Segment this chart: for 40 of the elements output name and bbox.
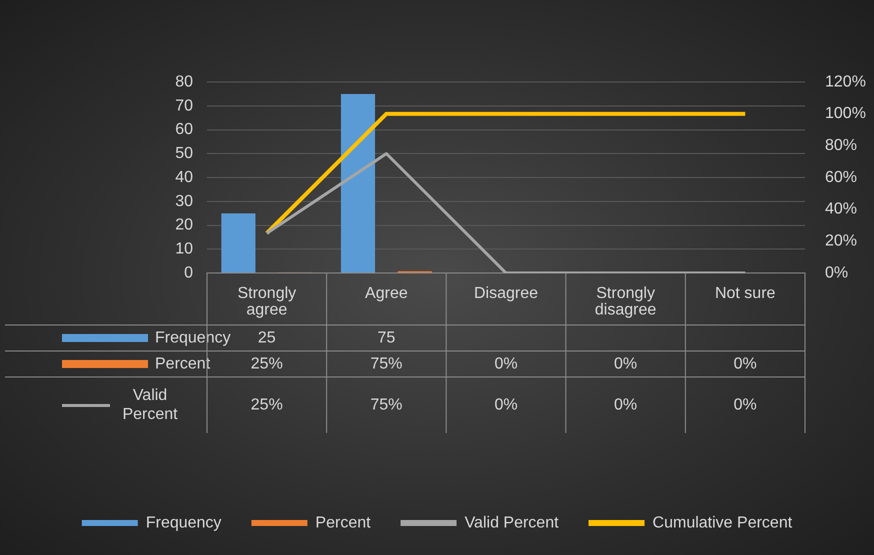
- y-tick-label: 10: [175, 240, 194, 258]
- y-tick-label: 70: [175, 97, 194, 114]
- data-label: 75%: [370, 355, 402, 372]
- data-label: 0%: [614, 355, 638, 372]
- data-label: 0%: [614, 396, 638, 414]
- y2-tick-label: 100%: [825, 105, 866, 122]
- data-label: 25: [258, 329, 276, 346]
- x-tick-label: Not sure: [714, 284, 776, 302]
- y-tick-label: 0: [184, 264, 194, 282]
- x-tick-label: Strongly disagree: [594, 284, 656, 319]
- y-tick-label: 40: [175, 168, 194, 186]
- legend-label: Frequency: [146, 514, 222, 532]
- y-tick-label: 60: [175, 121, 194, 138]
- y-tick-label: 20: [175, 216, 194, 234]
- y2-tick-label: 20%: [825, 232, 858, 250]
- data-label: 0%: [734, 396, 757, 414]
- y-tick-label: 80: [175, 73, 194, 90]
- data-label: 75: [378, 329, 396, 346]
- y2-tick-label: 60%: [825, 168, 858, 186]
- data-label: 0%: [494, 355, 518, 372]
- legend-label: Cumulative Percent: [652, 514, 793, 532]
- y-tick-label: 50: [175, 145, 194, 162]
- text: Frequency: [155, 329, 231, 346]
- text: Percent: [155, 355, 210, 372]
- y-tick-label: 30: [175, 192, 194, 210]
- data-label: 25%: [250, 396, 283, 414]
- data-label: 0%: [734, 355, 757, 372]
- data-label: 75%: [370, 396, 402, 414]
- text: Valid Percent: [464, 514, 559, 532]
- data-label: 25%: [250, 355, 283, 372]
- x-tick-label: Disagree: [474, 284, 538, 302]
- data-label: 0%: [494, 396, 518, 414]
- x-tick-label: Strongly agree: [237, 284, 296, 319]
- x-tick-label: Agree: [365, 284, 408, 302]
- legend-label: Valid Percent: [122, 386, 178, 423]
- y2-tick-label: 120%: [825, 73, 866, 90]
- y2-tick-label: 80%: [825, 137, 858, 154]
- y2-tick-label: 0%: [825, 264, 848, 282]
- legend-label: Percent: [315, 514, 372, 532]
- y2-tick-label: 40%: [825, 200, 858, 218]
